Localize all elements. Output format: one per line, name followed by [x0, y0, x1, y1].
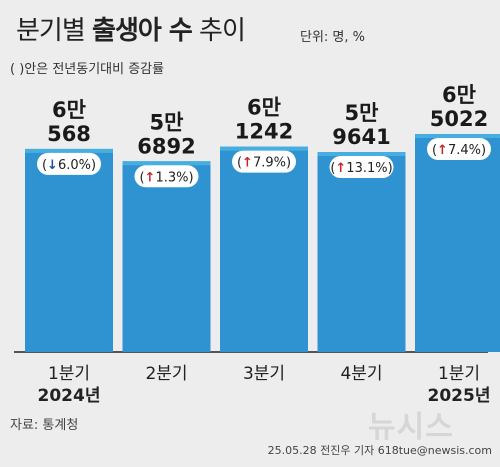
change-pill-bg — [329, 156, 394, 179]
bar — [220, 146, 308, 352]
credit-label: 25.05.28 전진우 기자 618tue@newsis.com — [267, 444, 492, 457]
change-pill: (↑1.3%) — [134, 165, 199, 188]
unit-label: 단위: 명, % — [300, 30, 366, 45]
category-label: 4분기 — [340, 364, 382, 384]
change-pill: (↑13.1%) — [329, 156, 394, 179]
source-label: 자료: 통계청 — [10, 418, 79, 433]
value-label-top: 5만 — [150, 110, 184, 134]
year-label: 2025년 — [428, 386, 491, 406]
category-label: 1분기 — [438, 364, 480, 384]
value-label-bottom: 568 — [47, 122, 91, 146]
title-prefix: 분기별 — [16, 16, 86, 46]
value-label-top: 6만 — [247, 96, 281, 120]
note-label: ( )안은 전년동기대비 증감률 — [10, 62, 165, 77]
value-label-bottom: 6892 — [137, 134, 195, 158]
chart-title: 분기별 출생아 수 추이 — [16, 10, 246, 47]
bar — [25, 148, 113, 352]
change-pill-bg — [37, 152, 101, 175]
value-label-top: 6만 — [442, 83, 476, 107]
title-main: 출생아 수 — [92, 16, 193, 46]
bar — [317, 152, 406, 352]
bar-top-highlight — [415, 134, 500, 138]
value-label-bottom: 1242 — [235, 120, 293, 144]
change-label: (↑7.4%) — [432, 143, 486, 158]
bar-top-highlight — [122, 161, 211, 166]
year-label: 2024년 — [38, 386, 101, 406]
change-label: (↑1.3%) — [139, 170, 193, 185]
change-pill-bg — [232, 150, 296, 173]
category-label: 1분기 — [48, 364, 90, 384]
change-pill: (↓6.0%) — [37, 152, 101, 175]
bar-top-highlight — [220, 146, 308, 151]
bar — [122, 161, 211, 352]
value-label-top: 5만 — [345, 101, 379, 125]
change-label: (↑13.1%) — [330, 161, 392, 176]
change-pill: (↑7.4%) — [427, 138, 491, 160]
up-arrow-icon: ↑ — [242, 156, 253, 171]
change-label: (↑7.9%) — [237, 156, 291, 171]
change-pill: (↑7.9%) — [232, 150, 296, 173]
change-pill-bg — [134, 165, 199, 188]
value-label-bottom: 9641 — [332, 125, 390, 149]
bar-top-highlight — [25, 148, 113, 153]
up-arrow-icon: ↑ — [335, 161, 346, 176]
category-label: 2분기 — [145, 364, 187, 384]
title-suffix: 추이 — [199, 16, 246, 46]
category-label: 3분기 — [243, 364, 285, 384]
watermark-logo: 뉴시스 — [368, 410, 454, 445]
bar-top-highlight — [317, 152, 406, 157]
up-arrow-icon: ↑ — [437, 143, 448, 158]
value-label-top: 6만 — [52, 98, 86, 122]
change-label: (↓6.0%) — [42, 158, 96, 173]
down-arrow-icon: ↓ — [47, 158, 58, 173]
bar — [415, 134, 500, 352]
value-label-bottom: 5022 — [430, 107, 488, 131]
change-pill-bg — [427, 138, 491, 160]
up-arrow-icon: ↑ — [145, 170, 156, 185]
